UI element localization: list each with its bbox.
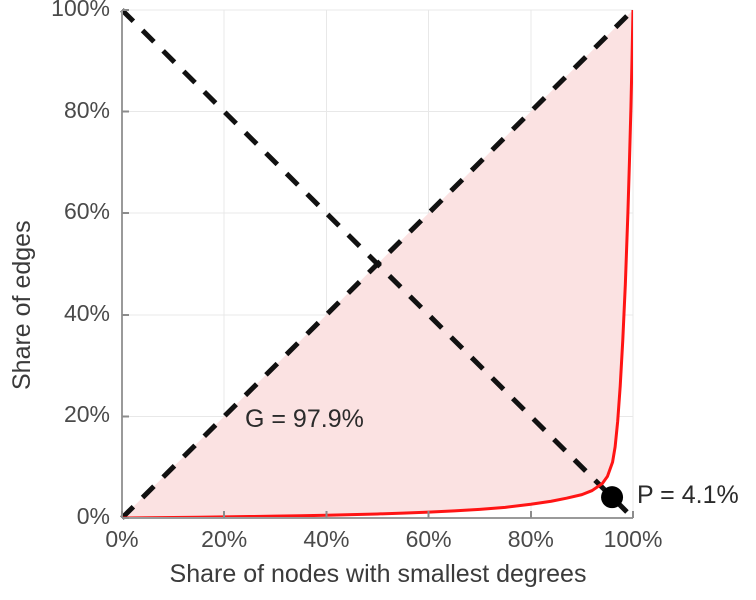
- y-tick-label: 80%: [63, 96, 110, 123]
- palma-point-marker: [601, 486, 624, 509]
- tick-marks: [121, 9, 634, 519]
- x-tick-label: 0%: [105, 526, 139, 552]
- gini-annotation: G = 97.9%: [245, 405, 364, 433]
- y-tick-label: 20%: [63, 401, 110, 428]
- x-tick-label: 40%: [303, 526, 350, 552]
- y-tick-label: 60%: [63, 198, 110, 225]
- x-tick-label: 60%: [405, 526, 452, 552]
- palma-annotation: P = 4.1%: [637, 481, 739, 509]
- lorenz-curve-line: [122, 10, 633, 518]
- y-tick-label: 0%: [76, 503, 110, 529]
- y-tick-label: 100%: [51, 0, 110, 21]
- equality-diagonal-dashed-line: [120, 8, 635, 520]
- x-axis-label: Share of nodes with smallest degrees: [169, 560, 587, 588]
- y-tick-label: 40%: [63, 299, 110, 326]
- x-tick-label: 100%: [603, 526, 663, 552]
- x-tick-label: 80%: [507, 526, 554, 552]
- y-axis-label: Share of edges: [8, 220, 36, 390]
- x-tick-label: 20%: [201, 526, 248, 552]
